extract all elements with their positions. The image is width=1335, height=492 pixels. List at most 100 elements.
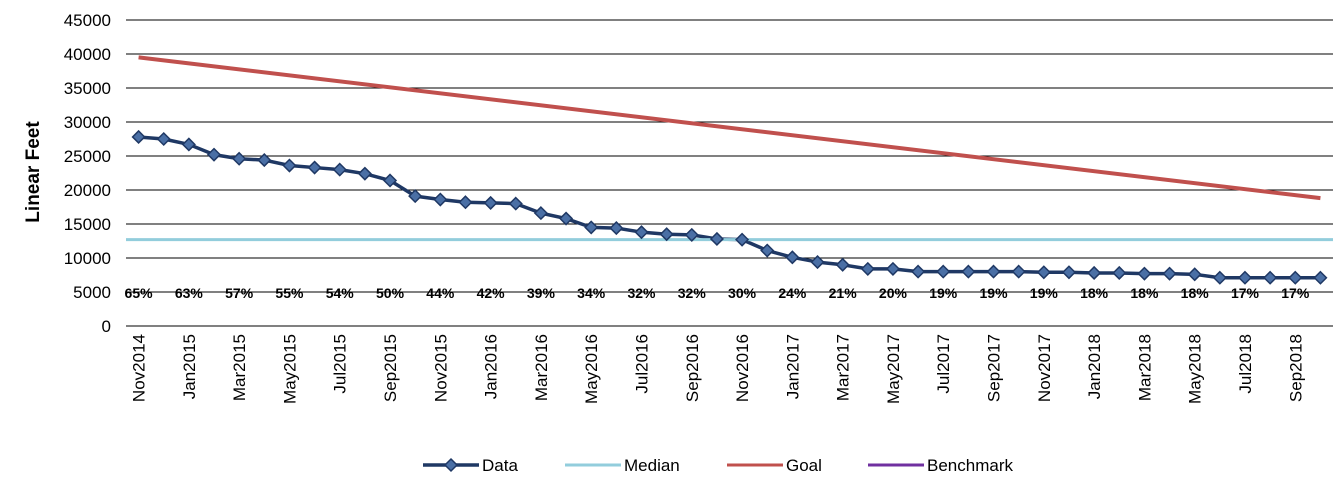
data-point-marker [709, 231, 724, 247]
y-tick-label: 0 [102, 317, 111, 336]
y-tick-label: 30000 [64, 113, 111, 132]
data-point-marker [885, 261, 901, 276]
data-point-marker [810, 255, 825, 270]
percent-label: 17% [1281, 285, 1310, 301]
data-point-marker [1011, 264, 1026, 279]
legend-item-median: Median [565, 456, 680, 475]
data-point-marker [433, 192, 448, 207]
percent-label: 32% [678, 285, 707, 301]
y-tick-label: 5000 [73, 283, 111, 302]
legend-item-benchmark: Benchmark [868, 456, 1013, 475]
percent-label: 54% [326, 285, 355, 301]
y-tick-label: 35000 [64, 79, 111, 98]
x-tick-label: Mar2015 [230, 334, 249, 401]
data-point-marker [206, 147, 222, 162]
percent-label: 19% [980, 285, 1009, 301]
data-point-marker [1061, 265, 1077, 280]
legend-label: Goal [786, 456, 822, 475]
y-axis-label: Linear Feet [23, 121, 44, 223]
legend-marker-diamond [443, 457, 459, 473]
data-point-marker [332, 162, 347, 177]
data-point-marker [533, 206, 548, 221]
data-point-marker [508, 196, 523, 211]
legend-item-data: Data [423, 456, 518, 475]
legend-label: Data [482, 456, 518, 475]
x-tick-label: May2015 [280, 334, 299, 404]
percent-label: 44% [426, 285, 455, 301]
legend-label: Benchmark [927, 456, 1013, 475]
x-tick-label: Mar2017 [834, 334, 853, 401]
data-point-marker [408, 189, 423, 204]
percent-label: 30% [728, 285, 757, 301]
x-tick-label: Nov2014 [130, 334, 149, 402]
y-tick-label: 25000 [64, 147, 111, 166]
data-point-marker [282, 158, 297, 173]
percent-label: 21% [829, 285, 858, 301]
percent-label: 32% [627, 285, 656, 301]
data-point-marker [1162, 266, 1177, 281]
x-tick-label: Jul2017 [934, 334, 953, 394]
x-tick-label: Jan2016 [482, 334, 501, 399]
y-tick-label: 15000 [64, 215, 111, 234]
data-point-marker [1112, 265, 1127, 281]
data-point-marker [156, 131, 171, 147]
x-tick-label: May2018 [1186, 334, 1205, 404]
data-point-marker [684, 227, 699, 242]
data-markers [131, 129, 1328, 285]
x-tick-label: Sep2018 [1286, 334, 1305, 402]
y-tick-label: 20000 [64, 181, 111, 200]
data-point-marker [483, 195, 498, 210]
percent-label: 19% [929, 285, 958, 301]
percent-label: 24% [778, 285, 807, 301]
x-axis-ticks: Nov2014 Jan2015 Mar2015 May2015 Jul2015 Sep20… [130, 334, 1306, 404]
x-tick-label: Nov2015 [431, 334, 450, 402]
data-point-marker [1212, 270, 1227, 285]
legend-label: Median [624, 456, 680, 475]
data-point-marker [232, 151, 247, 166]
data-point-marker [257, 153, 272, 168]
percent-label: 39% [527, 285, 556, 301]
series-line-data [138, 135, 1321, 280]
percent-label: 50% [376, 285, 405, 301]
data-point-marker [860, 261, 875, 276]
percent-label: 18% [1080, 285, 1109, 301]
data-point-marker [1313, 270, 1328, 285]
data-point-marker [1237, 270, 1253, 285]
data-point-marker [986, 264, 1001, 279]
data-point-marker [357, 166, 372, 181]
percent-label: 20% [879, 285, 908, 301]
y-tick-label: 45000 [64, 11, 111, 30]
data-point-marker [1036, 265, 1051, 280]
percent-label: 19% [1030, 285, 1059, 301]
data-point-marker [1263, 270, 1278, 285]
series-line-goal [138, 55, 1321, 201]
data-point-marker [659, 227, 674, 242]
x-tick-label: Sep2016 [683, 334, 702, 402]
x-tick-label: Jan2018 [1085, 334, 1104, 399]
percent-annotations: 65% 63% 57% 55% 54% 50% 44% 42% 39% 34% 32% 32% 30% 2… [125, 285, 1310, 301]
y-tick-label: 10000 [64, 249, 111, 268]
percent-label: 18% [1181, 285, 1210, 301]
data-point-marker [1087, 265, 1102, 281]
data-point-marker [835, 257, 850, 272]
percent-label: 17% [1231, 285, 1260, 301]
percent-label: 55% [275, 285, 304, 301]
data-point-marker [1187, 267, 1202, 282]
x-tick-label: Mar2018 [1135, 334, 1154, 401]
data-point-marker [785, 250, 800, 265]
data-point-marker [131, 129, 146, 145]
data-point-marker [609, 221, 624, 236]
y-axis-ticks: 0 5000 10000 15000 20000 25000 30000 35000 40000… [64, 11, 111, 336]
x-tick-label: Mar2016 [532, 334, 551, 401]
y-tick-label: 40000 [64, 45, 111, 64]
data-point-marker [936, 264, 951, 279]
data-point-marker [382, 173, 398, 188]
percent-label: 34% [577, 285, 606, 301]
x-tick-label: Jan2017 [783, 334, 802, 399]
data-point-marker [558, 211, 574, 226]
data-point-marker [584, 220, 599, 235]
data-point-marker [634, 225, 649, 240]
x-tick-label: Jul2015 [331, 334, 350, 394]
